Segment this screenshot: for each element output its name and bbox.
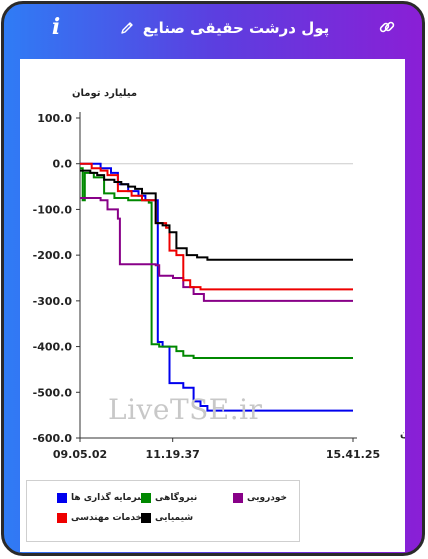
legend-label: شیمیایی [155, 513, 194, 523]
pencil-icon[interactable] [119, 20, 135, 36]
series-line-3 [80, 197, 353, 302]
y-tick-label: -600.0 [33, 432, 73, 445]
legend-item[interactable]: خدمات مهندسی [57, 511, 142, 525]
legend-swatch [141, 513, 151, 523]
legend-item[interactable]: خودرویی [233, 491, 287, 505]
legend-item[interactable]: نیروگاهی [141, 491, 197, 505]
page-title: پول درشت حقیقی صنایع [142, 19, 330, 37]
legend-label: نیروگاهی [155, 493, 198, 503]
y-tick-label: -500.0 [33, 386, 73, 399]
line-chart: 100.0 0.0 -100.0 -200.0 -300.0 -400.0 -500.0 -6… [33, 88, 405, 461]
y-tick-label: 0.0 [53, 158, 73, 171]
legend-item[interactable]: شیمیایی [141, 511, 193, 525]
x-tick-label: 15.41.25 [326, 448, 380, 461]
legend-swatch [233, 493, 243, 503]
legend-swatch [57, 513, 67, 523]
legend-swatch [57, 493, 67, 503]
chart-panel: 100.0 0.0 -100.0 -200.0 -300.0 -400.0 -500.0 -6… [20, 59, 405, 552]
legend-label: خدمات مهندسی [71, 513, 143, 523]
y-tick-label: -200.0 [33, 249, 73, 262]
y-tick-label: 100.0 [37, 112, 72, 125]
y-tick-label: -300.0 [33, 295, 73, 308]
title-group: پول درشت حقیقی صنایع [114, 14, 334, 42]
series-line-2 [80, 167, 353, 359]
legend-label: خودرویی [247, 493, 288, 503]
series-line-5 [80, 169, 353, 261]
y-tick-label: -400.0 [33, 341, 73, 354]
x-tick-label: 11.19.37 [146, 448, 200, 461]
chart-legend: سرمایه گذاری ها نیروگاهی خودرویی خدمات مهند… [26, 480, 300, 542]
info-icon[interactable]: i [51, 14, 61, 40]
link-icon[interactable] [378, 18, 396, 36]
legend-label: سرمایه گذاری ها [71, 493, 147, 503]
y-tick-label: -100.0 [33, 203, 73, 216]
y-axis-title: میلیارد تومان [72, 88, 137, 99]
legend-swatch [141, 493, 151, 503]
series-line-1 [80, 162, 353, 412]
x-tick-label: 09.05.02 [53, 448, 107, 461]
x-axis-title: زمان [400, 429, 405, 440]
card-header: i پول درشت حقیقی صنایع [4, 4, 422, 50]
watermark: LiveTSE.ir [108, 393, 263, 426]
legend-item[interactable]: سرمایه گذاری ها [57, 491, 146, 505]
